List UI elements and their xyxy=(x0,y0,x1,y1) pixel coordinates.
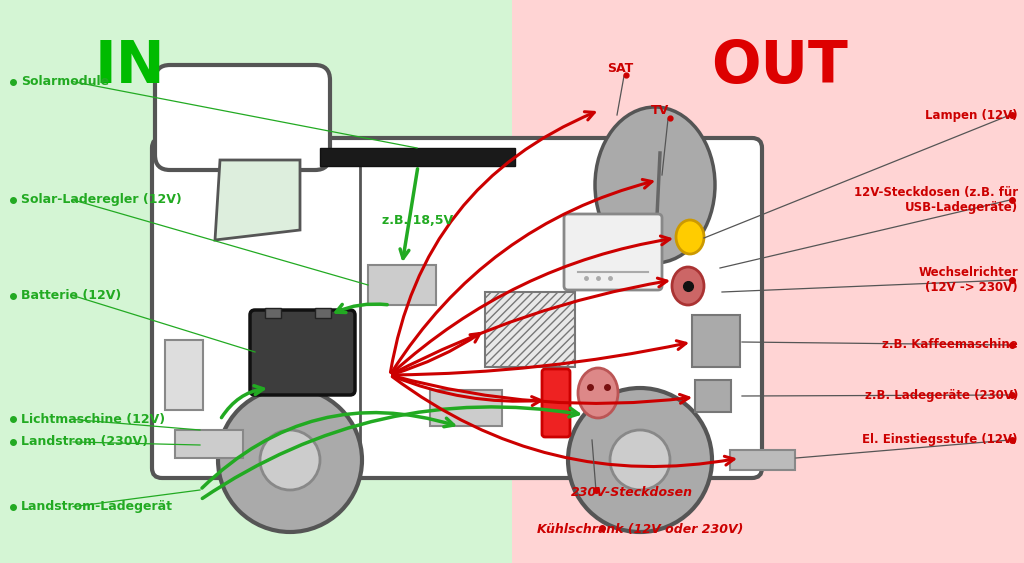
FancyBboxPatch shape xyxy=(152,138,762,478)
Text: Lampen (12V): Lampen (12V) xyxy=(926,109,1018,122)
FancyBboxPatch shape xyxy=(692,315,740,367)
Text: Wechselrichter
(12V -> 230V): Wechselrichter (12V -> 230V) xyxy=(919,266,1018,294)
Bar xyxy=(265,308,281,318)
Text: 230V-Steckdosen: 230V-Steckdosen xyxy=(571,485,693,498)
Bar xyxy=(0,0,512,563)
Text: IN: IN xyxy=(94,38,165,95)
Circle shape xyxy=(218,388,362,532)
FancyBboxPatch shape xyxy=(250,310,355,395)
FancyBboxPatch shape xyxy=(485,292,575,367)
Bar xyxy=(165,340,203,410)
Circle shape xyxy=(568,388,712,532)
Text: 12V-Steckdosen (z.B. für
USB-Ladegeräte): 12V-Steckdosen (z.B. für USB-Ladegeräte) xyxy=(854,186,1018,214)
FancyBboxPatch shape xyxy=(542,369,570,437)
Bar xyxy=(315,308,331,318)
Polygon shape xyxy=(215,160,300,240)
Text: z.B. Kaffeemaschine: z.B. Kaffeemaschine xyxy=(883,338,1018,351)
Bar xyxy=(175,430,243,458)
Text: Batterie (12V): Batterie (12V) xyxy=(22,289,121,302)
Bar xyxy=(319,148,515,166)
FancyBboxPatch shape xyxy=(430,390,502,426)
Ellipse shape xyxy=(672,267,705,305)
Text: Lichtmaschine (12V): Lichtmaschine (12V) xyxy=(22,413,165,426)
Text: Solarmodule: Solarmodule xyxy=(22,75,110,88)
FancyBboxPatch shape xyxy=(155,65,330,170)
Circle shape xyxy=(610,430,670,490)
Text: OUT: OUT xyxy=(712,38,849,95)
Ellipse shape xyxy=(578,368,618,418)
FancyBboxPatch shape xyxy=(368,265,436,305)
FancyBboxPatch shape xyxy=(564,214,662,290)
Bar xyxy=(175,140,310,235)
FancyBboxPatch shape xyxy=(695,380,731,412)
Text: z.B. Ladegeräte (230V): z.B. Ladegeräte (230V) xyxy=(864,388,1018,401)
Circle shape xyxy=(260,430,319,490)
Text: Landstrom (230V): Landstrom (230V) xyxy=(22,435,148,449)
Text: El. Einstiegsstufe (12V): El. Einstiegsstufe (12V) xyxy=(862,434,1018,446)
Text: TV: TV xyxy=(651,104,669,117)
Text: Landstrom-Ladegerät: Landstrom-Ladegerät xyxy=(22,500,173,513)
Text: SAT: SAT xyxy=(607,61,633,74)
Ellipse shape xyxy=(676,220,705,254)
Text: Kühlschrank (12V oder 230V): Kühlschrank (12V oder 230V) xyxy=(537,524,743,537)
Text: z.B. 18,5V: z.B. 18,5V xyxy=(382,213,454,226)
Ellipse shape xyxy=(595,107,715,263)
Bar xyxy=(512,0,1024,563)
Text: Solar-Laderegler (12V): Solar-Laderegler (12V) xyxy=(22,193,181,207)
Bar xyxy=(730,450,795,470)
